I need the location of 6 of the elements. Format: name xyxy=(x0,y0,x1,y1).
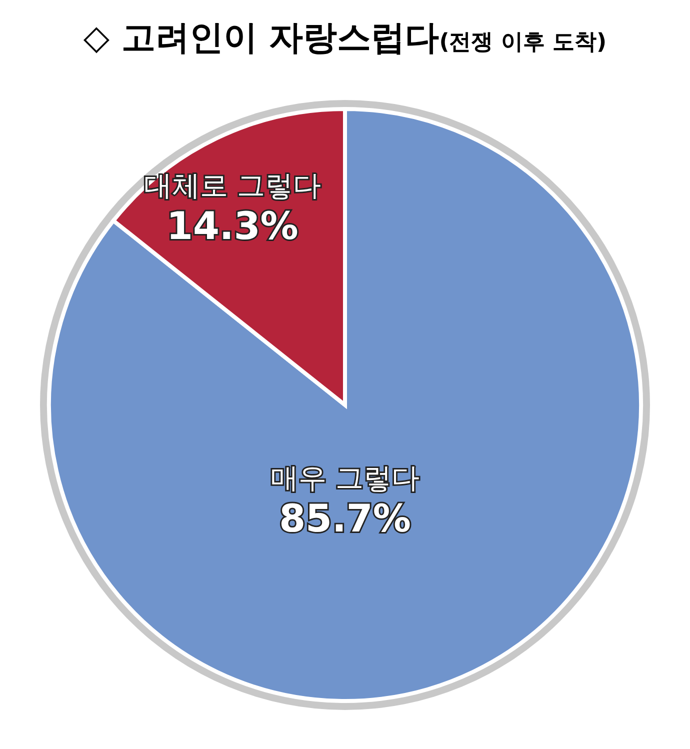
chart-subtitle: (전쟁 이후 도착) xyxy=(439,30,607,55)
data-label: 14.3% xyxy=(166,204,298,248)
slice-label: 매우 그렇다 xyxy=(270,462,420,495)
data-label: 85.7% xyxy=(279,496,411,541)
slice-label: 대체로 그렇다 xyxy=(144,169,321,202)
chart-title: ◇ 고려인이 자랑스럽다 xyxy=(83,18,440,58)
